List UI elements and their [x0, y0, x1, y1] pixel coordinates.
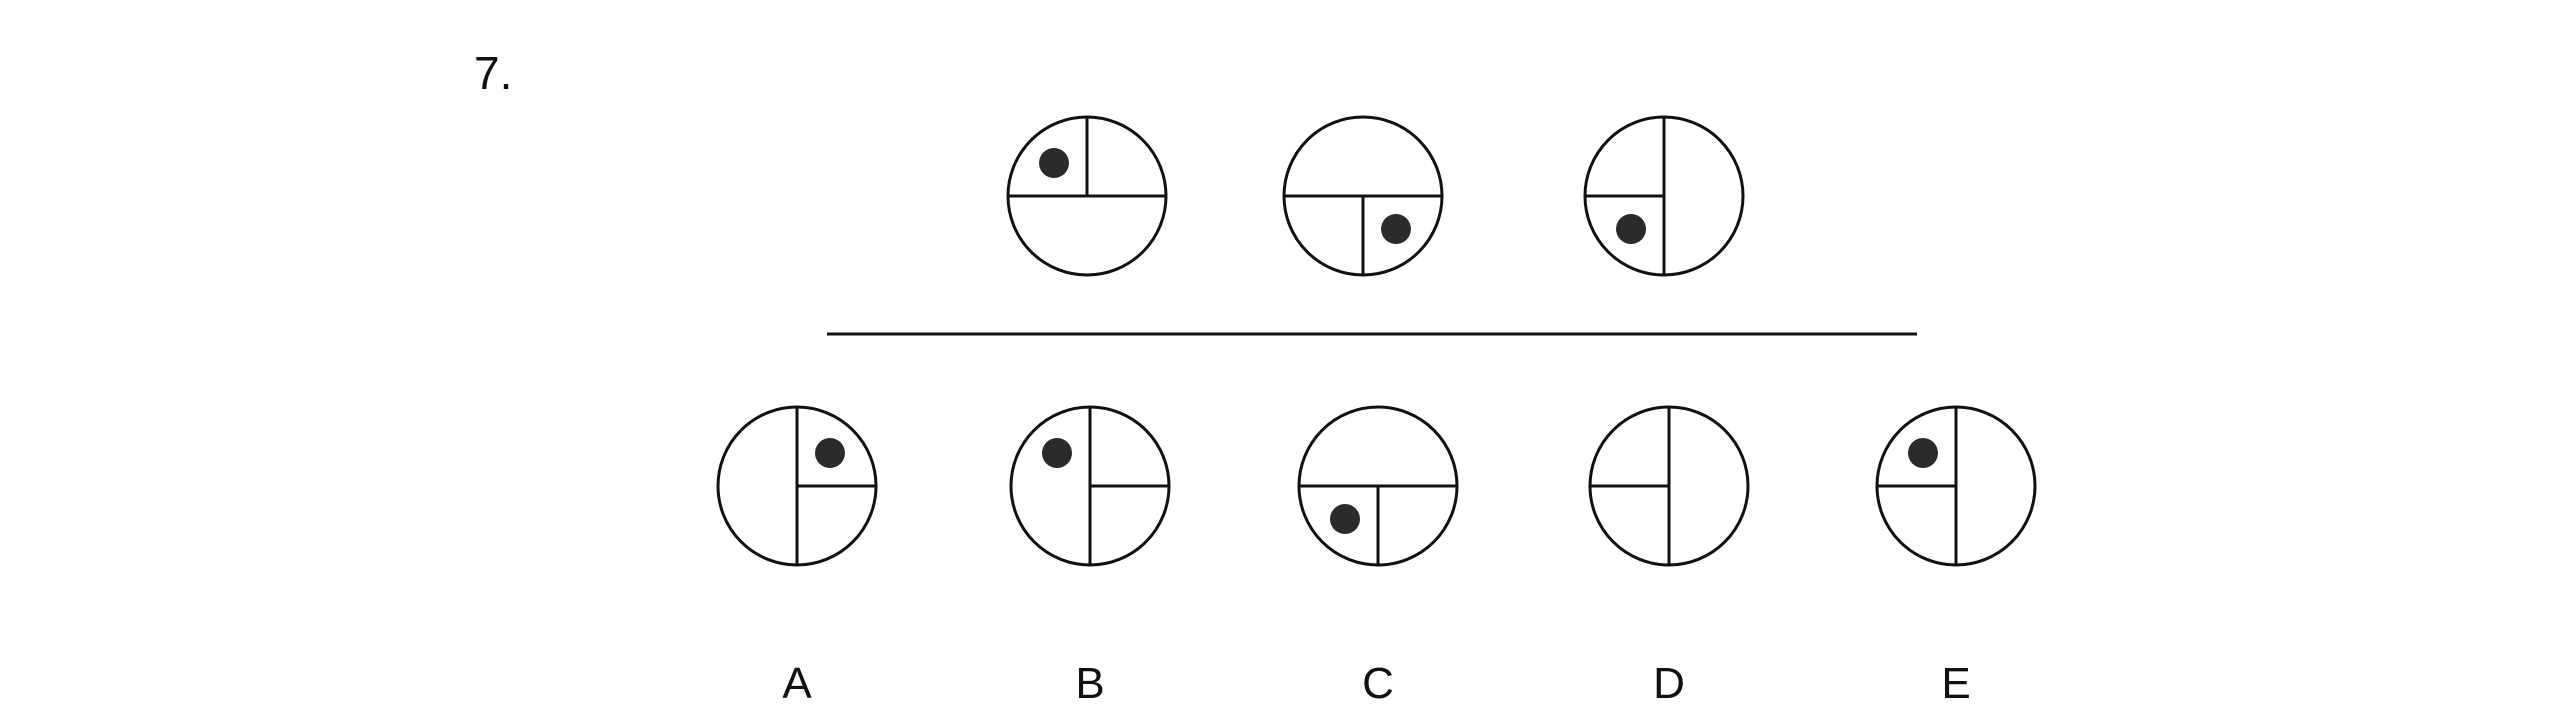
option-figure-d[interactable]	[1588, 405, 1750, 567]
options-row	[716, 405, 2037, 567]
option-label-b[interactable]: B	[1075, 659, 1105, 708]
option-figure-a[interactable]	[716, 405, 878, 567]
option-figure-c[interactable]	[1297, 405, 1459, 567]
sequence-figure-1	[1006, 115, 1168, 277]
option-label-a[interactable]: A	[782, 659, 812, 708]
black-dot	[815, 438, 845, 468]
option-label-d[interactable]: D	[1653, 659, 1685, 708]
sequence-figure-3	[1583, 115, 1745, 277]
black-dot	[1908, 438, 1938, 468]
black-dot	[1039, 148, 1069, 178]
option-figure-e[interactable]	[1875, 405, 2037, 567]
black-dot	[1330, 504, 1360, 534]
black-dot	[1381, 214, 1411, 244]
option-figure-b[interactable]	[1009, 405, 1171, 567]
black-dot	[1042, 438, 1072, 468]
sequence-row	[1006, 115, 1745, 277]
option-label-e[interactable]: E	[1941, 659, 1971, 708]
option-label-c[interactable]: C	[1362, 659, 1394, 708]
question-number: 7.	[474, 47, 513, 99]
black-dot	[1616, 214, 1646, 244]
sequence-figure-2	[1282, 115, 1444, 277]
